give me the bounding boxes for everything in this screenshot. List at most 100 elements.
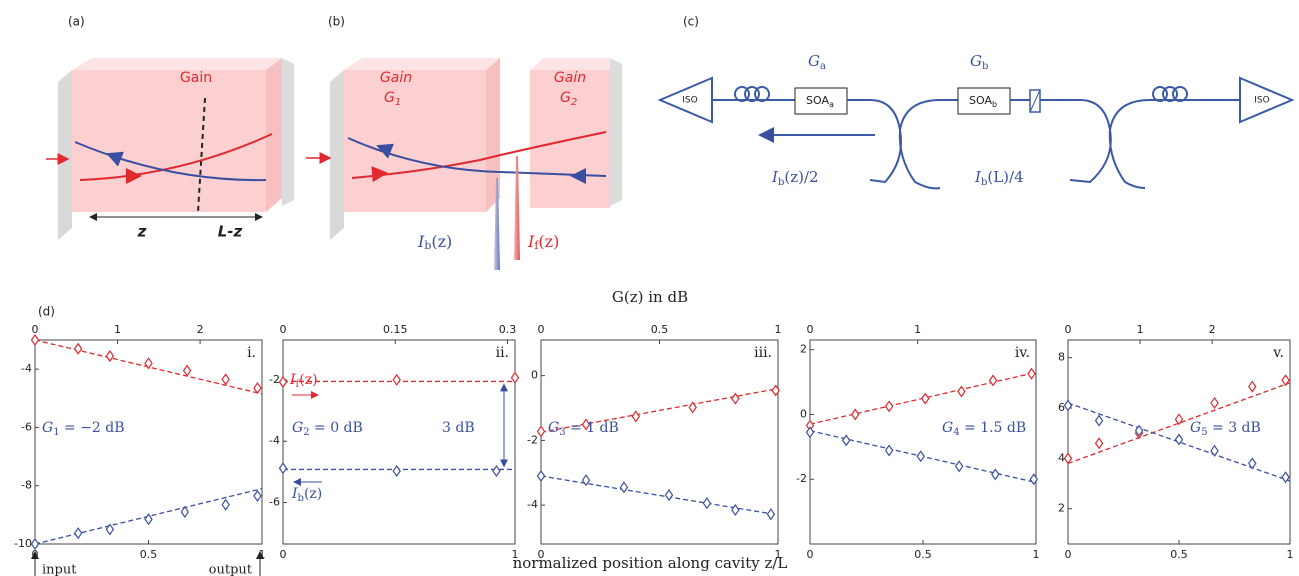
x2-tick-label: 0 [807, 323, 814, 336]
data-point [1094, 414, 1104, 427]
x2-tick-label: 2 [1209, 323, 1216, 336]
panel-numeral: iv. [1015, 345, 1030, 361]
fit-line [540, 387, 779, 433]
g1-label: G1 [384, 90, 401, 108]
annotation: G4 = 1.5 dB [942, 420, 1026, 438]
data-point [73, 527, 83, 540]
data-point [921, 392, 930, 405]
g1-main: G [384, 90, 395, 106]
y-tick-label: -8 [21, 479, 32, 492]
annotation: G5 = 3 dB [1190, 420, 1261, 438]
x2-tick-label: 0.15 [383, 323, 408, 336]
annotation-rest: (z) [304, 486, 322, 502]
diagram-c: ISO ISO SOAa SOAb Ga Gb Ib(z)/2 Ib(L)/4 [657, 52, 1295, 190]
soa-main: SOA [969, 94, 992, 107]
data-point [631, 410, 641, 423]
x-tick-label: 0 [280, 548, 287, 561]
x-tick-label: 0 [32, 548, 39, 561]
data-point [688, 401, 697, 414]
gain-label: Gain [554, 70, 586, 86]
panel-label: (c) [683, 15, 699, 29]
annotation-main: G [548, 420, 559, 436]
x2-tick-label: 0 [538, 323, 545, 336]
data-point [144, 513, 153, 526]
soa-sub: a [829, 100, 834, 109]
annotation-sub: 5 [1201, 427, 1207, 438]
y-tick-label: 2 [1058, 502, 1065, 515]
g2-sub: 2 [571, 97, 577, 108]
panel-label: (d) [38, 305, 55, 319]
out-main: I [771, 168, 779, 186]
annotation: Ib(z) [291, 486, 322, 504]
data-point [73, 342, 83, 355]
data-point [1210, 396, 1219, 410]
annotation-main: G [1190, 420, 1201, 436]
ib-rest: (z) [431, 232, 452, 251]
panel-numeral: i. [247, 345, 256, 361]
annotation-main: 3 dB [442, 420, 475, 436]
data-point [850, 408, 860, 421]
data-point [1248, 457, 1257, 470]
annotation: 3 dB [442, 420, 475, 436]
data-point [771, 384, 780, 397]
data-point [221, 373, 230, 386]
gain-label: Gain [380, 70, 412, 86]
diagram-a: Gain z L-z [46, 58, 294, 241]
data-point [731, 392, 740, 405]
soa-a: SOAa [806, 94, 834, 109]
data-point [884, 400, 894, 413]
data-point [105, 523, 115, 536]
annotation-main: I [289, 372, 296, 388]
data-point [392, 373, 401, 386]
annotation: G2 = 0 dB [292, 420, 363, 438]
y-tick-label: -10 [14, 537, 32, 550]
ga-main: G [808, 52, 820, 70]
x2-tick-label: 1 [1137, 323, 1144, 336]
data-point [702, 497, 712, 510]
data-point [1281, 374, 1290, 387]
input-label: input [42, 563, 77, 576]
data-point [731, 503, 740, 517]
y-tick-label: 2 [800, 343, 807, 356]
soa-b: SOAb [969, 94, 997, 109]
annotation: G1 = −2 dB [42, 420, 125, 438]
data-point [1134, 424, 1144, 437]
output-label: output [209, 563, 253, 576]
x-tick-label: 1 [775, 548, 782, 561]
data-point [954, 460, 964, 473]
x-tick-label: 0 [1065, 548, 1072, 561]
ga-sub: a [820, 61, 826, 72]
iso-label: ISO [1254, 96, 1269, 106]
if-sub: f [534, 239, 539, 252]
x-axis-title: normalized position along cavity z/L [513, 554, 788, 572]
data-point [805, 426, 815, 439]
data-point [30, 333, 40, 347]
x2-tick-label: 1 [114, 323, 121, 336]
g2-label: G2 [560, 90, 577, 108]
g2-main: G [560, 90, 571, 106]
data-point [492, 464, 501, 478]
fit-line [1067, 382, 1291, 465]
out-main: I [974, 168, 982, 186]
plot-frame [282, 339, 516, 545]
out-sub: b [778, 177, 784, 188]
data-point [1248, 380, 1257, 393]
out-rest: (L)/4 [987, 168, 1023, 186]
y-tick-label: -2 [269, 373, 280, 386]
data-point [392, 464, 401, 478]
y-tick-label: -4 [269, 434, 280, 447]
data-point [1063, 399, 1073, 412]
annotation-main: G [292, 420, 303, 436]
soa-main: SOA [806, 94, 829, 107]
y-tick-label: -4 [21, 362, 32, 375]
data-point [991, 468, 1000, 481]
iso-label: ISO [682, 96, 697, 106]
g1-sub: 1 [395, 97, 401, 108]
annotation-sub: f [296, 379, 301, 390]
x-tick-label: 1 [1033, 548, 1040, 561]
data-point [536, 469, 546, 483]
x-tick-label: 1 [512, 548, 519, 561]
x2-tick-label: 1 [914, 323, 921, 336]
y-tick-label: 6 [1058, 401, 1065, 414]
x-tick-label: 0.5 [140, 548, 158, 561]
